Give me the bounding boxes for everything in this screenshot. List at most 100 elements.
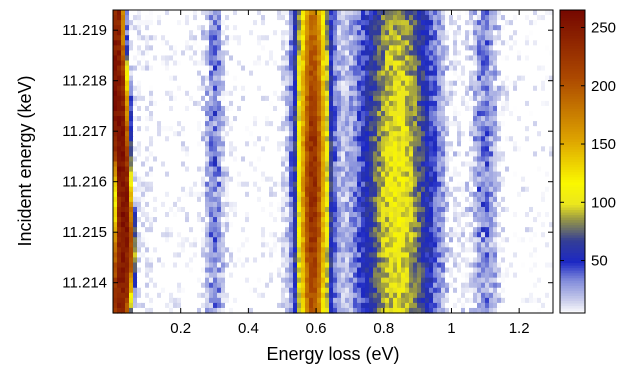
- heatmap-cell: [161, 45, 166, 51]
- heatmap-cell: [321, 60, 326, 67]
- heatmap-cell: [441, 161, 446, 168]
- heatmap-cell: [193, 206, 198, 213]
- heatmap-cell: [237, 126, 242, 132]
- heatmap-cell: [533, 45, 538, 51]
- heatmap-cell: [469, 35, 474, 41]
- heatmap-cell: [345, 161, 350, 168]
- heatmap-cell: [285, 232, 290, 238]
- heatmap-cell: [429, 15, 434, 21]
- heatmap-cell: [201, 131, 206, 137]
- heatmap-cell: [349, 186, 354, 193]
- heatmap-cell: [217, 227, 222, 233]
- heatmap-cell: [225, 136, 230, 142]
- heatmap-cell: [465, 121, 470, 127]
- heatmap-cell: [265, 151, 270, 158]
- heatmap-cell: [413, 45, 418, 51]
- heatmap-cell: [425, 212, 430, 218]
- heatmap-cell: [137, 181, 142, 188]
- heatmap-cell: [413, 146, 418, 152]
- heatmap-cell: [509, 171, 514, 178]
- heatmap-cell: [157, 126, 162, 132]
- heatmap-cell: [505, 95, 510, 102]
- heatmap-cell: [405, 131, 410, 137]
- heatmap-cell: [221, 80, 226, 87]
- heatmap-cell: [237, 222, 242, 228]
- heatmap-cell: [369, 50, 374, 57]
- heatmap-cell: [373, 201, 378, 208]
- heatmap-cell: [497, 217, 502, 223]
- heatmap-cell: [417, 90, 422, 97]
- heatmap-cell: [421, 161, 426, 168]
- heatmap-cell: [465, 105, 470, 112]
- heatmap-cell: [389, 90, 394, 97]
- heatmap-cell: [145, 121, 150, 127]
- heatmap-cell: [209, 25, 214, 31]
- heatmap-cell: [253, 217, 258, 223]
- heatmap-cell: [545, 20, 550, 26]
- heatmap-cell: [305, 181, 310, 188]
- heatmap-cell: [293, 85, 298, 92]
- heatmap-cell: [333, 201, 338, 208]
- heatmap-cell: [497, 196, 502, 203]
- heatmap-cell: [277, 121, 282, 127]
- heatmap-cell: [121, 50, 126, 57]
- heatmap-cell: [181, 105, 186, 112]
- heatmap-cell: [421, 25, 426, 31]
- heatmap-cell: [141, 95, 146, 102]
- heatmap-cell: [269, 196, 274, 203]
- heatmap-cell: [113, 40, 118, 46]
- heatmap-cell: [177, 237, 182, 243]
- heatmap-cell: [469, 55, 474, 62]
- heatmap-cell: [445, 206, 450, 213]
- heatmap-cell: [437, 85, 442, 92]
- heatmap-cell: [141, 35, 146, 41]
- heatmap-cell: [469, 146, 474, 152]
- heatmap-cell: [317, 100, 322, 107]
- heatmap-cell: [421, 227, 426, 233]
- heatmap-cell: [157, 166, 162, 173]
- heatmap-cell: [337, 105, 342, 112]
- heatmap-cell: [477, 131, 482, 137]
- heatmap-cell: [341, 70, 346, 77]
- heatmap-cell: [429, 196, 434, 203]
- heatmap-cell: [157, 156, 162, 163]
- heatmap-cell: [497, 141, 502, 147]
- heatmap-cell: [197, 156, 202, 163]
- heatmap-cell: [369, 116, 374, 122]
- heatmap-cell: [481, 35, 486, 41]
- heatmap-cell: [429, 60, 434, 67]
- heatmap-cell: [277, 65, 282, 72]
- heatmap-cell: [409, 217, 414, 223]
- heatmap-cell: [321, 131, 326, 137]
- heatmap-cell: [357, 136, 362, 142]
- heatmap-cell: [489, 126, 494, 132]
- heatmap-cell: [465, 171, 470, 178]
- heatmap-cell: [197, 105, 202, 112]
- heatmap-cell: [249, 136, 254, 142]
- heatmap-cell: [433, 25, 438, 31]
- heatmap-cell: [441, 75, 446, 82]
- heatmap-cell: [357, 15, 362, 21]
- heatmap-cell: [545, 136, 550, 142]
- heatmap-cell: [377, 166, 382, 173]
- heatmap-cell: [113, 151, 118, 158]
- heatmap-cell: [277, 217, 282, 223]
- heatmap-cell: [157, 100, 162, 107]
- heatmap-cell: [465, 116, 470, 122]
- heatmap-cell: [389, 217, 394, 223]
- heatmap-cell: [413, 196, 418, 203]
- heatmap-cell: [237, 186, 242, 193]
- heatmap-cell: [241, 161, 246, 168]
- heatmap-cell: [137, 171, 142, 178]
- heatmap-cell: [393, 65, 398, 72]
- heatmap-cell: [513, 156, 518, 163]
- heatmap-cell: [525, 55, 530, 62]
- heatmap-cell: [377, 141, 382, 147]
- heatmap-cell: [481, 10, 486, 16]
- heatmap-cell: [133, 25, 138, 31]
- heatmap-cell: [389, 222, 394, 228]
- heatmap-cell: [477, 121, 482, 127]
- heatmap-cell: [301, 146, 306, 152]
- heatmap-cell: [433, 30, 438, 36]
- heatmap-cell: [489, 222, 494, 228]
